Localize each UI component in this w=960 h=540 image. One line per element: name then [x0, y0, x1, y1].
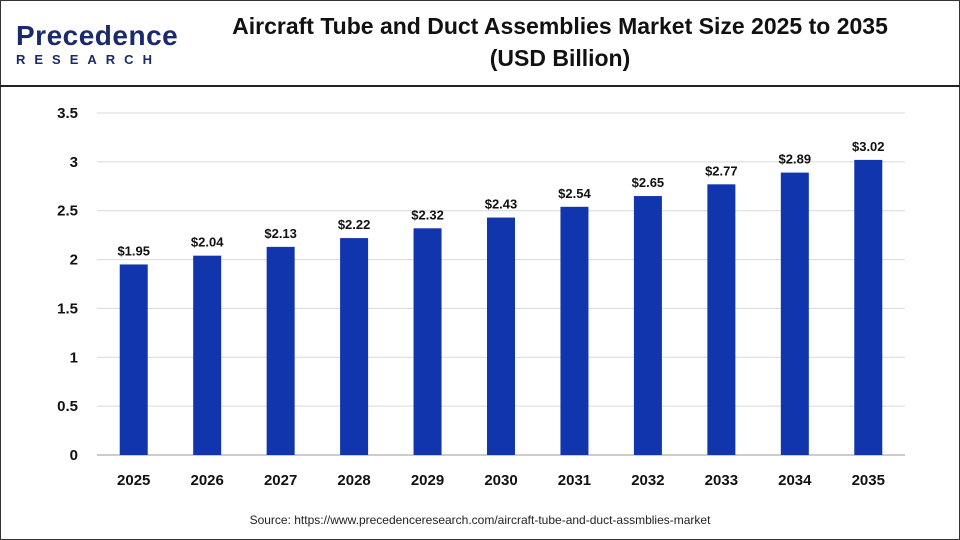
x-tick-label: 2031	[558, 472, 591, 489]
x-tick-label: 2034	[778, 472, 812, 489]
logo-line2: RESEARCH	[16, 52, 161, 67]
bar	[707, 184, 736, 455]
bar	[560, 206, 589, 455]
logo: Precedence RESEARCH	[16, 20, 179, 68]
x-tick-label: 2026	[190, 472, 223, 489]
data-label: $2.65	[632, 175, 665, 190]
data-label: $2.04	[191, 235, 224, 250]
data-label: $2.13	[264, 226, 297, 241]
y-tick-label: 3	[70, 154, 78, 171]
y-tick-label: 0	[70, 447, 78, 464]
data-label: $2.43	[485, 197, 518, 212]
bar	[193, 255, 222, 455]
bar	[266, 246, 295, 455]
bar	[413, 228, 442, 455]
x-tick-label: 2025	[117, 472, 150, 489]
x-tick-label: 2028	[337, 472, 370, 489]
data-label: $2.54	[558, 186, 591, 201]
y-tick-label: 2	[70, 252, 78, 269]
bar	[854, 159, 883, 455]
source-note: Source: https://www.precedenceresearch.c…	[249, 513, 711, 527]
bar	[780, 172, 809, 455]
y-tick-label: 2.5	[57, 203, 78, 220]
header-divider	[0, 85, 960, 87]
data-label: $3.02	[852, 139, 885, 154]
x-tick-label: 2029	[411, 472, 444, 489]
chart-title: Aircraft Tube and Duct Assemblies Market…	[190, 10, 930, 74]
bar	[119, 264, 148, 455]
x-tick-label: 2032	[631, 472, 664, 489]
bar	[487, 217, 515, 455]
y-tick-label: 1	[70, 349, 78, 366]
bar	[633, 196, 662, 456]
data-label: $2.89	[779, 152, 812, 167]
bar	[340, 238, 369, 455]
y-tick-label: 1.5	[57, 300, 78, 317]
x-tick-label: 2027	[264, 472, 297, 489]
y-tick-label: 0.5	[57, 398, 78, 415]
title-line1: Aircraft Tube and Duct Assemblies Market…	[232, 13, 888, 39]
logo-line1: Precedence	[16, 20, 179, 51]
title-line2: (USD Billion)	[489, 45, 631, 71]
data-label: $1.95	[117, 243, 150, 258]
y-tick-label: 3.5	[57, 105, 78, 122]
x-tick-label: 2030	[484, 472, 517, 489]
x-tick-label: 2035	[852, 472, 885, 489]
data-label: $2.77	[705, 163, 738, 178]
x-tick-label: 2033	[705, 472, 738, 489]
data-label: $2.32	[411, 207, 444, 222]
data-label: $2.22	[338, 217, 371, 232]
